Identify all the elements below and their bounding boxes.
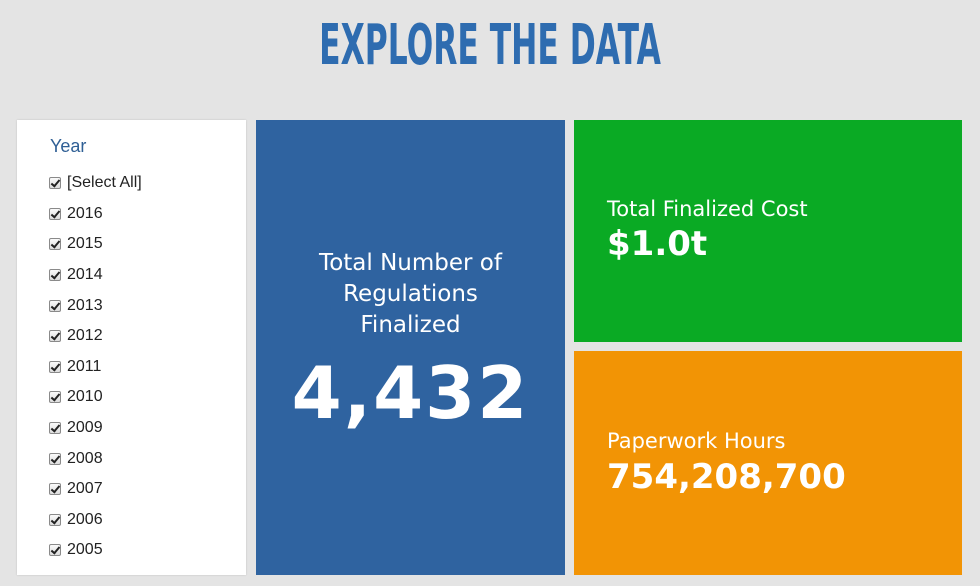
checkbox-checked-icon[interactable] bbox=[49, 238, 61, 251]
checkbox-checked-icon[interactable] bbox=[49, 299, 61, 312]
page-title: EXPLORE THE DATA bbox=[319, 13, 661, 78]
year-option[interactable]: 2005 bbox=[49, 535, 142, 566]
total-regulations-tile: Total Number of Regulations Finalized 4,… bbox=[256, 120, 565, 575]
year-option[interactable]: 2007 bbox=[49, 474, 142, 505]
checkbox-checked-icon[interactable] bbox=[49, 544, 61, 557]
year-filter-list: [Select All] 2016 2015 2014 2013 2012 2011 2010… bbox=[49, 168, 142, 566]
checkbox-checked-icon[interactable] bbox=[49, 207, 61, 220]
year-option-label: 2016 bbox=[67, 204, 103, 222]
paperwork-hours-tile: Paperwork Hours 754,208,700 bbox=[574, 351, 962, 575]
year-option[interactable]: 2008 bbox=[49, 443, 142, 474]
year-option-label: 2015 bbox=[67, 235, 103, 253]
year-option-label: 2005 bbox=[67, 541, 103, 559]
checkbox-checked-icon[interactable] bbox=[49, 513, 61, 526]
total-regulations-label: Total Number of Regulations Finalized bbox=[319, 250, 502, 338]
year-option[interactable]: 2012 bbox=[49, 321, 142, 352]
select-all-option[interactable]: [Select All] bbox=[49, 168, 142, 199]
checkbox-checked-icon[interactable] bbox=[49, 391, 61, 404]
checkbox-checked-icon[interactable] bbox=[49, 330, 61, 343]
year-option[interactable]: 2010 bbox=[49, 382, 142, 413]
checkbox-checked-icon[interactable] bbox=[49, 422, 61, 435]
year-option-label: 2008 bbox=[67, 449, 103, 467]
checkbox-checked-icon[interactable] bbox=[49, 269, 61, 282]
checkbox-checked-icon[interactable] bbox=[49, 483, 61, 496]
total-regulations-value: 4,432 bbox=[291, 351, 530, 435]
year-option-label: 2009 bbox=[67, 419, 103, 437]
year-option[interactable]: 2009 bbox=[49, 413, 142, 444]
year-option[interactable]: 2006 bbox=[49, 505, 142, 536]
checkbox-checked-icon[interactable] bbox=[49, 360, 61, 373]
year-option-label: 2006 bbox=[67, 510, 103, 528]
paperwork-hours-label: Paperwork Hours bbox=[607, 429, 786, 453]
year-option[interactable]: 2013 bbox=[49, 290, 142, 321]
paperwork-hours-value: 754,208,700 bbox=[607, 457, 846, 497]
year-option[interactable]: 2011 bbox=[49, 352, 142, 383]
total-cost-tile: Total Finalized Cost $1.0t bbox=[574, 120, 962, 342]
year-filter-heading: Year bbox=[50, 136, 87, 156]
checkbox-checked-icon[interactable] bbox=[49, 452, 61, 465]
year-option-label: 2010 bbox=[67, 388, 103, 406]
year-option[interactable]: 2016 bbox=[49, 199, 142, 230]
year-option-label: 2007 bbox=[67, 480, 103, 498]
year-option[interactable]: 2014 bbox=[49, 260, 142, 291]
checkbox-checked-icon[interactable] bbox=[49, 177, 61, 190]
year-option-label: 2011 bbox=[67, 357, 102, 375]
year-filter-panel: Year [Select All] 2016 2015 2014 2013 2012 201… bbox=[17, 120, 246, 575]
year-option-label: [Select All] bbox=[67, 174, 142, 192]
year-option-label: 2012 bbox=[67, 327, 103, 345]
total-cost-value: $1.0t bbox=[607, 224, 708, 264]
total-cost-label: Total Finalized Cost bbox=[607, 197, 808, 221]
year-option[interactable]: 2015 bbox=[49, 229, 142, 260]
year-option-label: 2014 bbox=[67, 266, 103, 284]
year-option-label: 2013 bbox=[67, 296, 103, 314]
